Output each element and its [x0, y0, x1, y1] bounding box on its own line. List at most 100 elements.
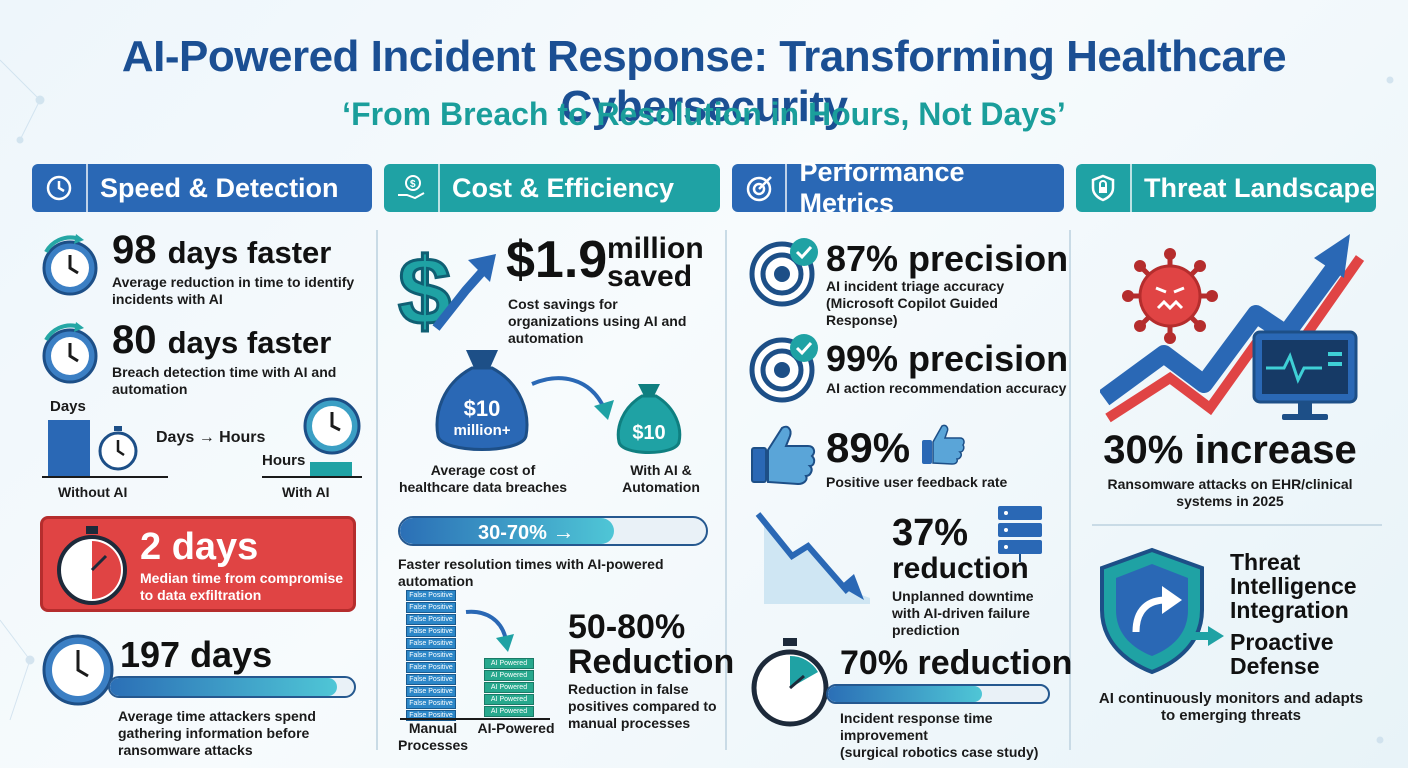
target-check-icon — [749, 334, 818, 403]
column-divider — [725, 230, 727, 750]
section-header-performance: Performance Metrics — [732, 157, 1064, 218]
metric-99-desc: AI action recommendation accuracy — [826, 380, 1067, 396]
ai-powered-block: AI Powered — [484, 670, 534, 681]
savings-unit: million saved — [607, 232, 704, 293]
stopwatch-icon — [751, 638, 829, 727]
baseline — [262, 476, 362, 478]
ai-powered-block: AI Powered — [484, 694, 534, 705]
section-title-cost: Cost & Efficiency — [452, 172, 675, 203]
page-subtitle: ‘From Breach to Resolution in Hours, Not… — [342, 96, 1066, 132]
money-bag-icon — [616, 384, 682, 454]
timer-icon — [57, 526, 127, 605]
money-bag-icon — [435, 350, 529, 451]
dollar-growth-icon: $ — [397, 237, 496, 336]
money-bag-small-label: $10 — [632, 422, 666, 444]
stat-197-desc: Average time attackers spend gathering i… — [118, 708, 316, 758]
section-title-performance: Performance Metrics — [799, 157, 965, 218]
section-header-speed: Speed & Detection — [32, 164, 372, 212]
metric-70-desc: Incident response time improvement (surg… — [840, 710, 1039, 760]
stopwatch-icon — [98, 426, 138, 471]
column-divider — [1069, 230, 1071, 750]
stat-197-days: 197 days — [120, 634, 273, 675]
false-positive-block: False Positive — [406, 710, 456, 721]
stat-80-desc: Breach detection time with AI and automa… — [112, 364, 337, 397]
svg-text:$: $ — [410, 179, 416, 190]
attacker-progress-fill — [110, 678, 337, 696]
false-positive-block: False Positive — [406, 602, 456, 613]
baseline — [400, 718, 550, 720]
monitor-icon — [1252, 330, 1358, 420]
bag-big-desc: Average cost of healthcare data breaches — [398, 462, 568, 495]
section-header-cost: $ Cost & Efficiency — [384, 164, 720, 212]
with-ai-label: With AI — [282, 484, 330, 500]
metric-99: 99% precision — [826, 338, 1069, 379]
section-title-speed: Speed & Detection — [100, 172, 339, 203]
alert-value: 2 days — [140, 526, 259, 568]
without-ai-bar — [48, 420, 90, 478]
hours-label: Hours — [262, 452, 306, 469]
metric-37-desc: Unplanned downtime with AI-driven failur… — [892, 588, 1034, 638]
ai-powered-block: AI Powered — [484, 706, 534, 717]
false-positive-block: False Positive — [406, 650, 456, 661]
metric-89-desc: Positive user feedback rate — [826, 474, 1008, 490]
downtrend-chart-icon — [755, 512, 870, 604]
days-label: Days — [50, 398, 86, 415]
thumbs-up-icon — [751, 425, 816, 486]
clock-icon — [32, 164, 88, 212]
ai-powered-label: AI-Powered — [477, 720, 555, 736]
ai-powered-block: AI Powered — [484, 658, 534, 669]
attacker-progress-bar — [108, 676, 356, 698]
money-bag-big-label: $10 million+ — [453, 396, 511, 439]
false-positive-block: False Positive — [406, 674, 456, 685]
stat-98-desc: Average reduction in time to identify in… — [112, 274, 355, 307]
proactive-defense-label: Proactive Defense — [1230, 629, 1334, 679]
ai-powered-stack: AI Powered AI Powered AI Powered AI Powered… — [484, 658, 536, 720]
section-divider — [1092, 524, 1382, 526]
false-positive-block: False Positive — [406, 638, 456, 649]
hand-coin-icon: $ — [384, 164, 440, 212]
false-positive-block: False Positive — [406, 662, 456, 673]
metric-87: 87% precision — [826, 238, 1069, 279]
threat-intel-label: Threat Intelligence Integration — [1230, 549, 1357, 623]
resolution-desc: Faster resolution times with AI-powered … — [398, 556, 664, 589]
metric-87-desc: AI incident triage accuracy (Microsoft C… — [826, 278, 1005, 328]
false-positive-stack: False Positive False Positive False Positi… — [406, 590, 458, 721]
clock-icon — [303, 397, 361, 455]
savings-value: $1.9 — [506, 231, 608, 289]
without-ai-label: Without AI — [58, 484, 128, 500]
baseline — [42, 476, 168, 478]
stat-80-days: 80 days faster — [112, 318, 332, 362]
page-title: AI-Powered Incident Response: Transformi… — [121, 32, 1287, 131]
speedometer-icon — [732, 164, 788, 212]
stopwatch-icon — [42, 234, 98, 296]
false-positive-block: False Positive — [406, 614, 456, 625]
threat-stat-desc: Ransomware attacks on EHR/clinical syste… — [1107, 476, 1353, 509]
stat-98-days: 98 days faster — [112, 228, 332, 272]
bag-small-desc: With AI & Automation — [622, 462, 700, 495]
false-positive-block: False Positive — [406, 626, 456, 637]
section-title-threat: Threat Landscape — [1144, 172, 1376, 203]
savings-desc: Cost savings for organizations using AI … — [508, 296, 687, 346]
reduction-value: 50-80% Reduction — [568, 608, 735, 681]
resolution-progress-bar — [398, 516, 708, 546]
curved-arrow-icon — [531, 376, 614, 420]
ai-powered-block: AI Powered — [484, 682, 534, 693]
section-header-threat: Threat Landscape — [1076, 164, 1376, 212]
response-time-progress-fill — [828, 686, 982, 702]
response-time-progress-bar — [826, 684, 1050, 704]
column-divider — [376, 230, 378, 750]
days-to-hours-label: Days → Hours — [156, 429, 266, 446]
false-positive-block: False Positive — [406, 686, 456, 697]
alert-desc: Median time from compromise to data exfi… — [140, 570, 344, 603]
shield-lock-icon — [1076, 164, 1132, 212]
threat-desc: AI continuously monitors and adapts to e… — [1098, 690, 1364, 724]
resolution-range: 30-70% → — [478, 519, 575, 544]
server-icon — [998, 506, 1042, 562]
shield-arrow-icon — [1100, 547, 1224, 675]
target-check-icon — [749, 238, 818, 307]
virus-icon — [1122, 248, 1218, 344]
false-positive-block: False Positive — [406, 698, 456, 709]
resolution-progress-fill — [400, 518, 615, 544]
false-positive-block: False Positive — [406, 590, 456, 601]
